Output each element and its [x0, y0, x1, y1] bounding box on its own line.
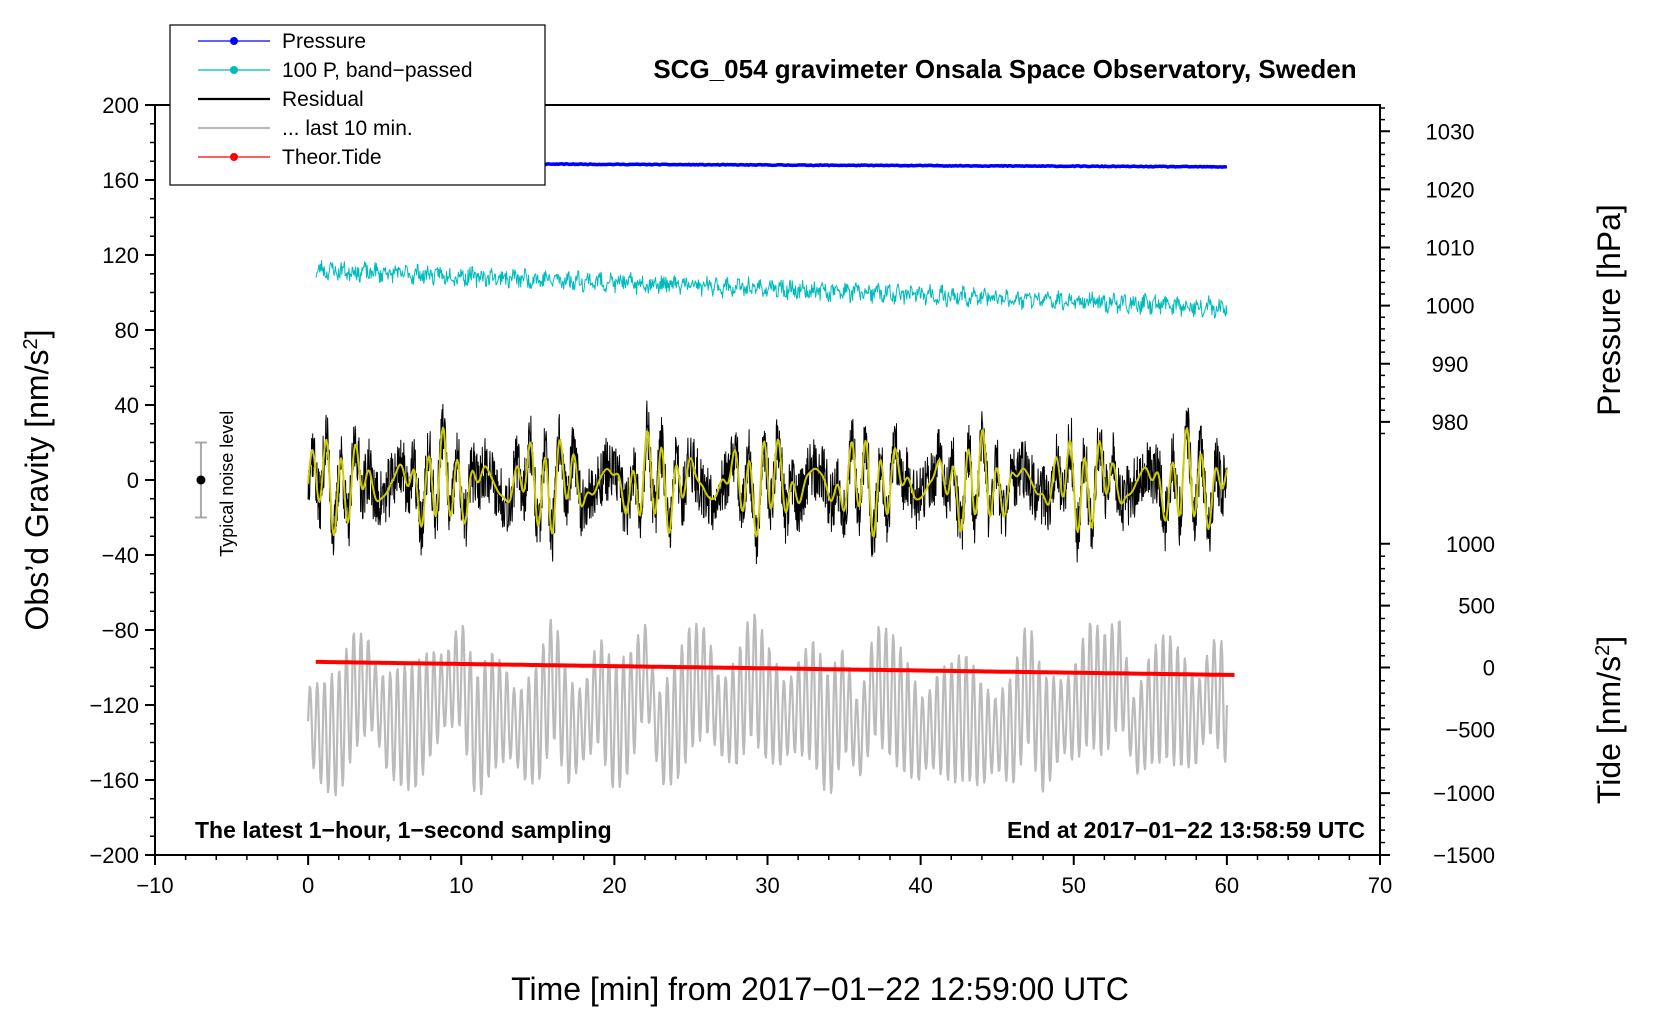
legend-marker [230, 37, 238, 45]
x-tick-label: 0 [302, 873, 314, 898]
x-tick-label: 60 [1215, 873, 1239, 898]
annotation-end-time: End at 2017−01−22 13:58:59 UTC [1007, 817, 1365, 843]
y-axis-tide-title-end: ] [1591, 636, 1627, 645]
y-axis-tide-title-sup: 2 [1592, 645, 1614, 656]
y-left-tick-label: 120 [102, 243, 139, 268]
y-axis-tide-title-main: Tide [nm/s [1591, 656, 1627, 804]
y-left-tick-label: −200 [89, 843, 139, 868]
y-left-tick-label: 160 [102, 168, 139, 193]
tide-tick-label: 500 [1458, 594, 1495, 619]
legend-marker [230, 66, 238, 74]
annotation-sampling: The latest 1−hour, 1−second sampling [195, 817, 612, 843]
series-theoretical-tide [315, 659, 1235, 677]
y-left-tick-label: 80 [115, 318, 139, 343]
tide-tick-label: −1000 [1433, 781, 1495, 806]
legend-marker [230, 153, 238, 161]
legend-label: Pressure [282, 30, 366, 53]
series-bandpassed-pressure [315, 260, 1228, 319]
x-tick-label: 70 [1368, 873, 1392, 898]
legend-label: Theor.Tide [282, 146, 382, 169]
x-tick-label: 30 [755, 873, 779, 898]
noise-label: Typical noise level [217, 411, 237, 557]
x-axis-title: Time [min] from 2017−01−22 12:59:00 UTC [511, 971, 1129, 1007]
series-residual-smoothed [307, 426, 1228, 538]
y-axis-tide-title: Tide [nm/s2] [1591, 636, 1627, 804]
pressure-tick-label: 980 [1432, 410, 1469, 435]
y-left-tick-label: −120 [89, 693, 139, 718]
x-tick-label: 40 [908, 873, 932, 898]
series-last-10-min [307, 613, 1228, 797]
y-left-tick-label: −80 [102, 618, 139, 643]
legend-label: 100 P, band−passed [282, 59, 473, 82]
legend-label: Residual [282, 88, 364, 111]
y-axis-left-title-end: ] [19, 330, 55, 339]
y-axis-left-title-sup: 2 [20, 338, 42, 349]
noise-level-marker: Typical noise level [194, 411, 237, 557]
x-tick-label: −10 [136, 873, 173, 898]
x-tick-label: 20 [602, 873, 626, 898]
noise-dot [196, 475, 206, 485]
tide-tick-label: 0 [1483, 656, 1495, 681]
tide-tick-label: −500 [1445, 717, 1495, 742]
pressure-tick-label: 990 [1432, 352, 1469, 377]
tide-tick-label: 1000 [1446, 532, 1495, 557]
x-tick-label: 10 [449, 873, 473, 898]
x-tick-label: 50 [1062, 873, 1086, 898]
tide-tick-label: −1500 [1433, 843, 1495, 868]
pressure-tick-label: 1010 [1426, 236, 1475, 261]
chart-title: SCG_054 gravimeter Onsala Space Observat… [653, 54, 1356, 84]
legend-label: ... last 10 min. [282, 117, 413, 140]
pressure-tick-label: 1020 [1426, 177, 1475, 202]
y-axis-left-title-main: Obs’d Gravity [nm/s [19, 350, 55, 631]
y-axis-pressure-title: Pressure [hPa] [1591, 204, 1627, 416]
y-left-tick-label: 40 [115, 393, 139, 418]
pressure-tick-label: 1030 [1426, 119, 1475, 144]
pressure-tick-label: 1000 [1426, 294, 1475, 319]
y-axis-left-title: Obs’d Gravity [nm/s2] [19, 330, 55, 631]
y-left-tick-label: 0 [127, 468, 139, 493]
y-left-tick-label: −160 [89, 768, 139, 793]
y-left-tick-label: −40 [102, 543, 139, 568]
y-left-tick-label: 200 [102, 93, 139, 118]
legend: Pressure 100 P, band−passed Residual ... la… [169, 24, 546, 186]
ticks-layer: −10 0 10 20 30 40 50 60 7020016012080400−40−80−1… [89, 93, 1495, 898]
